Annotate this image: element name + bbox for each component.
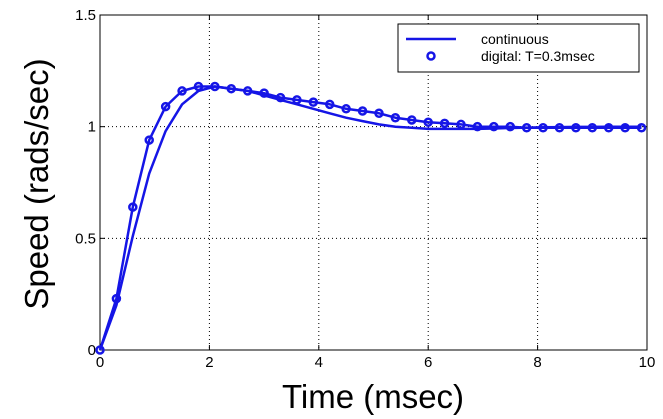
data-point — [390, 112, 401, 123]
data-point — [193, 81, 204, 92]
legend-swatch-digital-marker — [426, 51, 436, 61]
data-point — [160, 101, 171, 112]
y-tick-label: 0 — [88, 342, 96, 359]
data-point — [423, 117, 433, 127]
y-tick-label: 0.5 — [75, 230, 96, 247]
legend-label-continuous: continuous — [481, 31, 549, 47]
data-point — [308, 97, 319, 107]
x-tick-label: 2 — [205, 354, 213, 371]
data-point — [128, 202, 138, 212]
data-point — [259, 88, 269, 98]
data-point — [292, 95, 302, 105]
x-tick-label: 4 — [315, 354, 323, 371]
data-point — [357, 106, 368, 116]
legend: continuous digital: T=0.3msec — [397, 23, 640, 73]
data-point — [636, 123, 647, 133]
x-tick-label: 8 — [533, 354, 541, 371]
data-point — [472, 121, 483, 132]
data-point — [407, 115, 417, 125]
ticks: 0 2 4 6 8 10 0 0.5 1 1.5 — [75, 7, 655, 371]
data-point — [226, 83, 237, 94]
data-point — [324, 99, 335, 110]
y-axis-title: Speed (rads/sec) — [18, 58, 55, 309]
data-point — [177, 86, 187, 96]
data-point — [571, 123, 581, 133]
x-tick-label: 0 — [96, 354, 104, 371]
data-point — [521, 123, 532, 133]
y-tick-label: 1 — [88, 119, 96, 136]
data-point — [456, 119, 466, 130]
data-point — [144, 135, 154, 145]
data-point — [505, 121, 515, 132]
legend-box — [397, 23, 640, 73]
data-point — [620, 123, 630, 133]
data-point — [489, 121, 499, 132]
data-point — [275, 92, 286, 103]
x-axis-title: Time (msec) — [282, 378, 464, 415]
series-line-1 — [98, 85, 642, 351]
data-point — [439, 118, 450, 129]
data-point — [95, 345, 105, 355]
data-point — [374, 108, 384, 119]
data-point — [210, 81, 220, 92]
y-tick-label: 1.5 — [75, 7, 96, 24]
legend-label-digital: digital: T=0.3msec — [481, 48, 595, 64]
plot-frame — [99, 14, 648, 351]
data-point — [111, 293, 122, 304]
data-point — [603, 123, 614, 133]
x-tick-label: 10 — [639, 354, 656, 371]
data-point — [538, 123, 548, 133]
data-point — [242, 86, 253, 96]
data-point — [554, 123, 565, 133]
data-point — [587, 123, 598, 133]
data-point — [341, 104, 351, 114]
series-layer — [95, 81, 647, 355]
x-tick-label: 6 — [424, 354, 432, 371]
